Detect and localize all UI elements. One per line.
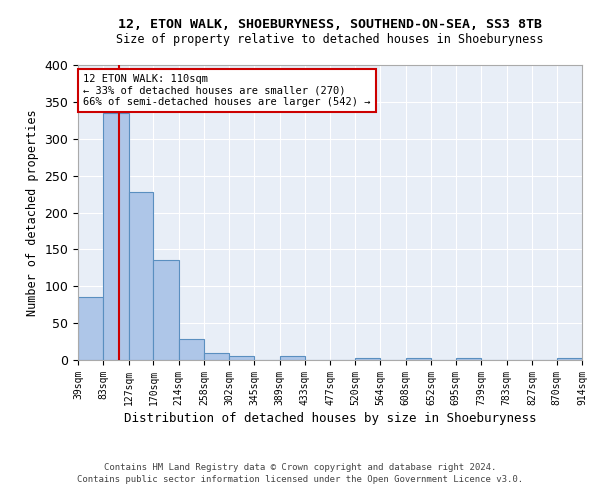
Bar [128, 192, 154, 360]
Bar [355, 358, 380, 360]
Text: Contains HM Land Registry data © Crown copyright and database right 2024.: Contains HM Land Registry data © Crown c… [104, 464, 496, 472]
Bar [280, 356, 305, 360]
Bar [154, 260, 179, 360]
Text: Contains public sector information licensed under the Open Government Licence v3: Contains public sector information licen… [77, 475, 523, 484]
Bar [229, 356, 254, 360]
Bar [78, 298, 103, 360]
Bar [204, 352, 229, 360]
Text: 12 ETON WALK: 110sqm
← 33% of detached houses are smaller (270)
66% of semi-deta: 12 ETON WALK: 110sqm ← 33% of detached h… [83, 74, 371, 107]
X-axis label: Distribution of detached houses by size in Shoeburyness: Distribution of detached houses by size … [124, 412, 536, 425]
Text: 12, ETON WALK, SHOEBURYNESS, SOUTHEND-ON-SEA, SS3 8TB: 12, ETON WALK, SHOEBURYNESS, SOUTHEND-ON… [118, 18, 542, 30]
Bar [179, 340, 204, 360]
Y-axis label: Number of detached properties: Number of detached properties [26, 109, 39, 316]
Bar [557, 358, 582, 360]
Text: Size of property relative to detached houses in Shoeburyness: Size of property relative to detached ho… [116, 32, 544, 46]
Bar [406, 358, 431, 360]
Bar [456, 358, 481, 360]
Bar [103, 113, 128, 360]
